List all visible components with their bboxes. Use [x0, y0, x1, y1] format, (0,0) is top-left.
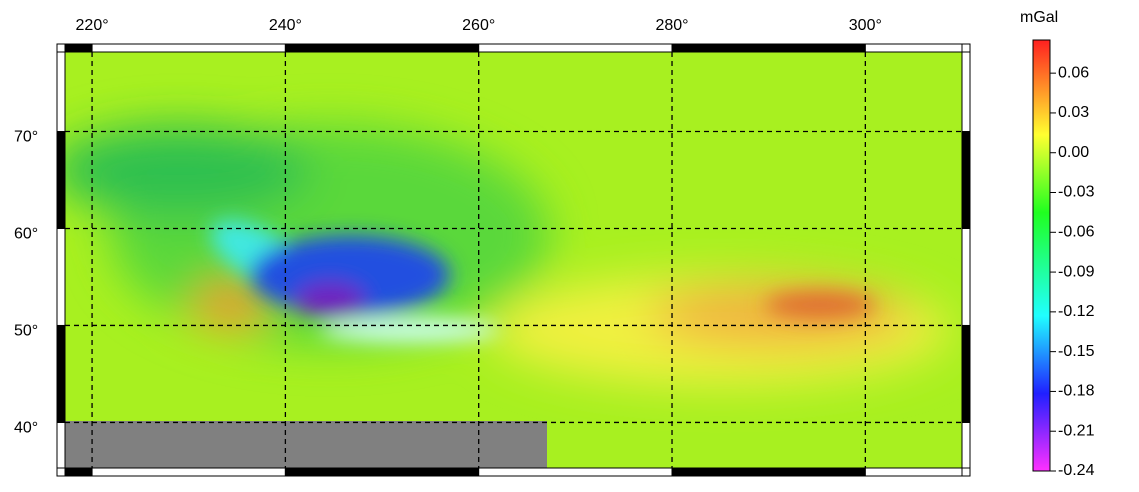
colorbar [1033, 40, 1050, 471]
frame-segment [672, 44, 865, 52]
frame-segment [57, 228, 65, 325]
frame-segment [479, 44, 672, 52]
colorbar-tick-label: -0.21 [1058, 422, 1095, 439]
y-tick-label: 50° [14, 323, 38, 340]
frame-segment [865, 44, 962, 52]
colorbar-tick-label: 0.03 [1058, 104, 1089, 121]
frame-segment [65, 44, 92, 52]
colorbar-tick-label: -0.24 [1058, 462, 1095, 479]
colorbar-tick-label: -0.12 [1058, 303, 1095, 320]
y-tick-label: 40° [14, 420, 38, 437]
frame-segment [285, 468, 478, 476]
x-tick-label: 260° [462, 17, 495, 34]
x-tick-label: 300° [849, 17, 882, 34]
y-tick-label: 60° [14, 226, 38, 243]
frame-segment [962, 325, 970, 422]
frame-segment [65, 468, 92, 476]
frame-segment [962, 422, 970, 468]
x-tick-label: 240° [269, 17, 302, 34]
x-tick-label: 220° [76, 17, 109, 34]
colorbar-tick-label: -0.03 [1058, 184, 1095, 201]
colorbar-tick-label: -0.18 [1058, 383, 1095, 400]
y-tick-label: 70° [14, 129, 38, 146]
colorbar-tick-label: -0.15 [1058, 343, 1095, 360]
colorbar-tick-label: 0.00 [1058, 144, 1089, 161]
colorbar-label: mGal [1020, 9, 1058, 26]
frame-segment [479, 468, 672, 476]
frame-segment [57, 52, 65, 132]
anomaly-field [50, 52, 962, 468]
frame-segment [92, 44, 285, 52]
frame-segment [962, 132, 970, 229]
frame-segment [57, 132, 65, 229]
colorbar-tick-label: -0.06 [1058, 224, 1095, 241]
colorbar-tick-label: -0.09 [1058, 263, 1095, 280]
frame-segment [57, 325, 65, 422]
frame-segment [57, 422, 65, 468]
frame-segment [962, 228, 970, 325]
x-tick-label: 280° [655, 17, 688, 34]
colorbar-tick-label: 0.06 [1058, 64, 1089, 81]
frame-segment [285, 44, 478, 52]
frame-segment [962, 52, 970, 132]
frame-segment [92, 468, 285, 476]
frame-segment [672, 468, 865, 476]
map-figure: mGal 220° 240° 260° 280° 300° 40° 50° 60° 70° 0.0… [0, 0, 1139, 492]
frame-segment [865, 468, 962, 476]
